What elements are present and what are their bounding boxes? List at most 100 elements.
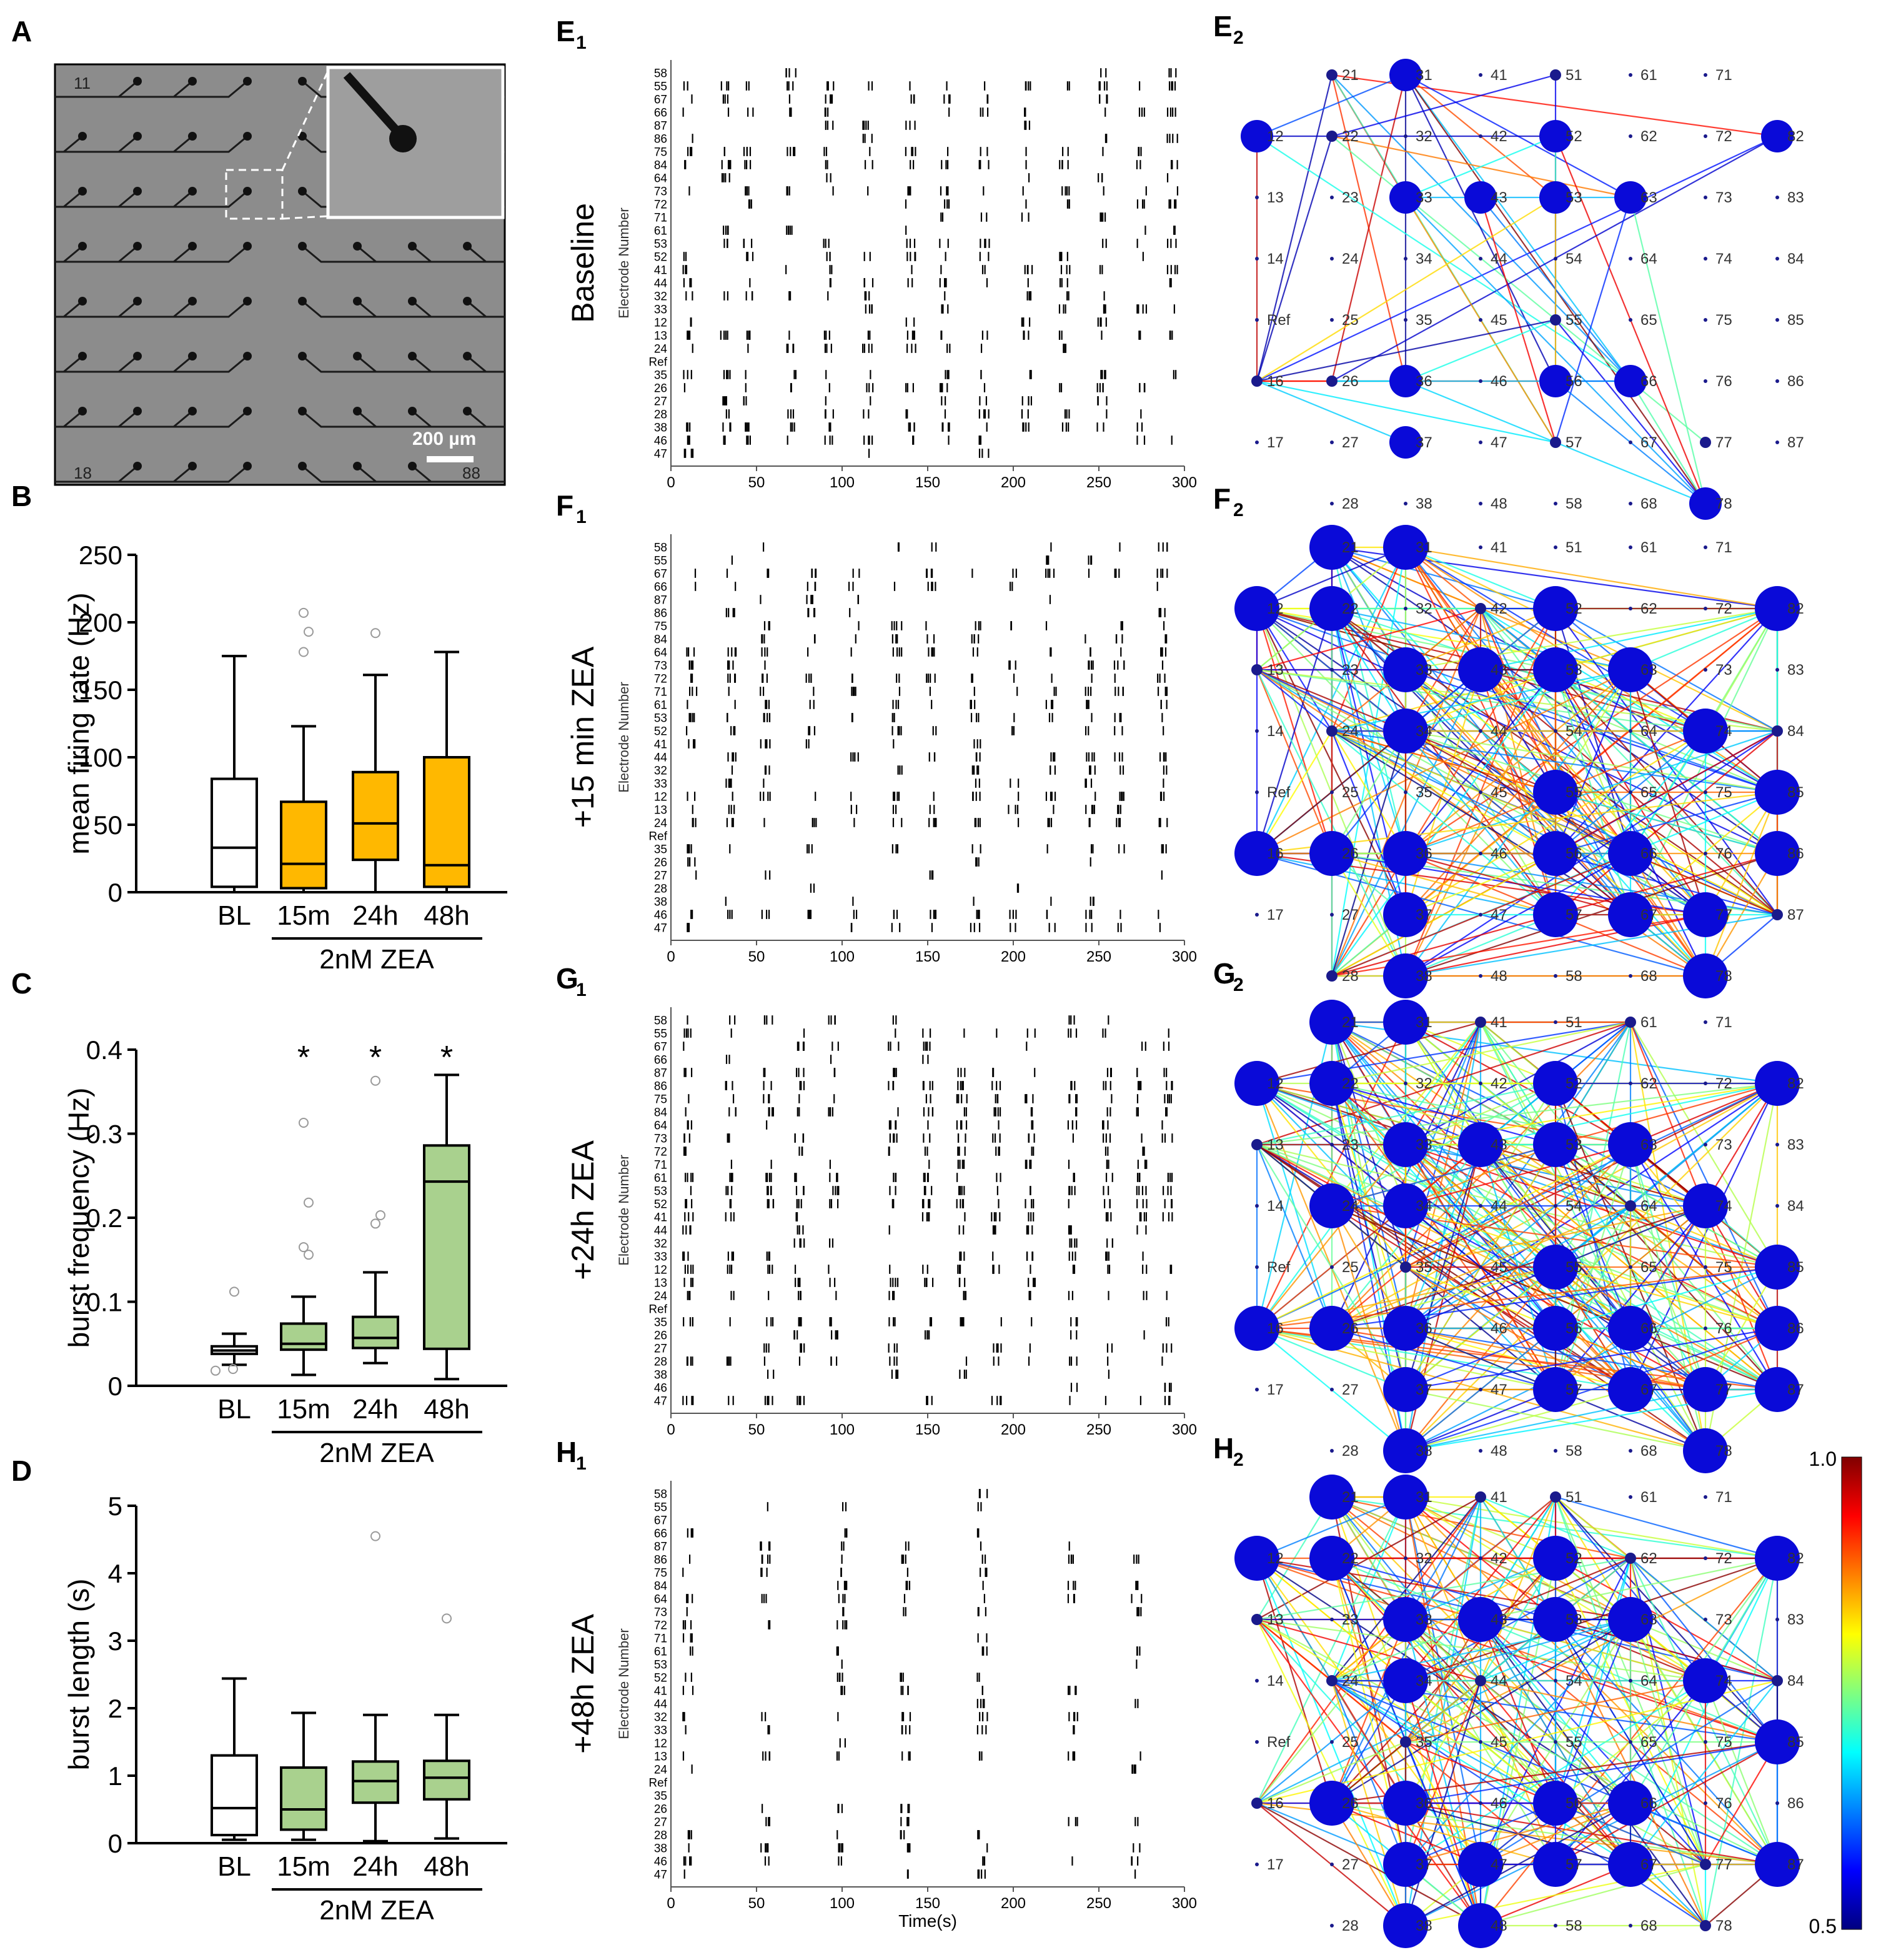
node-label: 14 (1267, 1198, 1284, 1215)
electrode-label: 52 (654, 1198, 667, 1211)
node-label: 43 (1491, 662, 1507, 679)
electrode-label: 33 (654, 304, 667, 317)
electrode-trace (467, 300, 505, 318)
electrode-label: 75 (654, 1093, 667, 1107)
node-label: 58 (1566, 968, 1582, 985)
connection-edge (1479, 1496, 1557, 1681)
electrode-label: 73 (654, 1133, 667, 1146)
electrode-node (1629, 1679, 1632, 1683)
box-15m (280, 1322, 327, 1351)
node-label: 44 (1491, 1673, 1507, 1689)
connection-edge (1331, 853, 1406, 977)
electrode-node (1475, 1491, 1486, 1503)
node-label: 74 (1715, 723, 1732, 740)
electrode-node (1383, 1428, 1428, 1473)
connection-edge (1555, 319, 1706, 504)
node-label: 64 (1640, 723, 1657, 740)
electrode-node (1309, 1000, 1354, 1045)
connection-edge (1405, 546, 1556, 610)
electrode-label: 66 (654, 107, 667, 120)
connection-edge (1480, 1082, 1778, 1146)
electrode-label: 53 (654, 1185, 667, 1198)
electrode-node (1383, 1367, 1428, 1412)
electrode-node (1255, 1863, 1259, 1866)
electrode-node (1330, 668, 1334, 672)
electrode-label: 66 (654, 581, 667, 594)
electrode-node (1554, 1679, 1557, 1683)
node-label: 45 (1491, 784, 1507, 801)
node-label: 41 (1491, 1489, 1507, 1506)
x-tick-label: 24h (352, 1394, 398, 1425)
node-label: 83 (1787, 1611, 1804, 1628)
electrode-node (1479, 1265, 1482, 1269)
electrode-label: 24 (654, 1764, 668, 1777)
electrode-label: 26 (654, 1330, 667, 1343)
electrode-node (1629, 790, 1632, 794)
raster-x-tick-label: 150 (915, 1421, 940, 1438)
electrode-label: 41 (654, 739, 667, 752)
electrode-node (1704, 1801, 1707, 1805)
electrode-dot (78, 407, 87, 415)
electrode-label: 38 (654, 1369, 667, 1382)
connection-edge (1405, 1802, 1631, 1866)
electrode-dot (188, 352, 197, 361)
node-label: 28 (1342, 495, 1359, 512)
connection-edge (1480, 1557, 1631, 1621)
node-label: 22 (1342, 128, 1359, 145)
electrode-node (1309, 525, 1354, 570)
electrode-node (1330, 1924, 1334, 1928)
node-label: 37 (1416, 1856, 1432, 1873)
node-label: 22 (1342, 1550, 1359, 1567)
node-label: 82 (1787, 600, 1804, 617)
electrode-dot (353, 242, 362, 251)
node-label: 85 (1787, 784, 1804, 801)
node-label: 34 (1416, 1673, 1432, 1689)
x-tick-label: BL (217, 900, 251, 931)
electrode-node (1554, 545, 1557, 549)
inset-probe (343, 72, 404, 137)
electrode-node (1234, 831, 1279, 876)
node-label: 36 (1416, 1795, 1432, 1812)
electrode-node (1775, 257, 1779, 261)
node-label: 31 (1416, 539, 1432, 556)
electrode-node (1404, 1556, 1407, 1560)
outlier-point (229, 1286, 239, 1297)
node-label: 82 (1787, 128, 1804, 145)
node-label: 41 (1491, 67, 1507, 84)
node-label: 65 (1640, 784, 1657, 801)
panel-label: G (556, 962, 578, 995)
electrode-node (1533, 586, 1578, 631)
electrode-trace (55, 410, 248, 428)
raster-x-tick-label: 300 (1172, 1421, 1197, 1438)
electrode-node (1479, 440, 1482, 444)
electrode-node (1775, 196, 1779, 199)
node-label: 12 (1267, 128, 1284, 145)
colorbar-max-label: 1.0 (1809, 1448, 1837, 1470)
electrode-node (1383, 1597, 1428, 1642)
electrode-dot (298, 77, 307, 86)
electrode-node (1383, 1842, 1428, 1887)
electrode-node (1704, 1082, 1707, 1085)
node-label: 36 (1416, 845, 1432, 862)
node-label: 76 (1715, 1320, 1732, 1337)
panel-sublabel: 1 (576, 1453, 587, 1474)
connection-edge (1256, 1327, 1556, 1391)
panel-label-A: A (11, 15, 32, 47)
outlier-point (442, 1613, 452, 1624)
connection-edge (1256, 136, 1778, 382)
electrode-node (1625, 1200, 1636, 1211)
electrode-label: 44 (654, 752, 668, 765)
electrode-dot (188, 77, 197, 86)
y-tick-label: 4 (108, 1559, 122, 1588)
electrode-node (1629, 440, 1632, 444)
electrode-dot (298, 297, 307, 306)
electrode-dot (463, 407, 472, 415)
electrode-node (1404, 318, 1407, 322)
electrode-node (1475, 1675, 1486, 1686)
electrode-dot (243, 77, 252, 86)
node-label: 56 (1566, 1320, 1582, 1337)
condition-label: Baseline (565, 203, 600, 323)
connection-edge (1554, 197, 1632, 443)
electrode-trace (55, 80, 248, 98)
